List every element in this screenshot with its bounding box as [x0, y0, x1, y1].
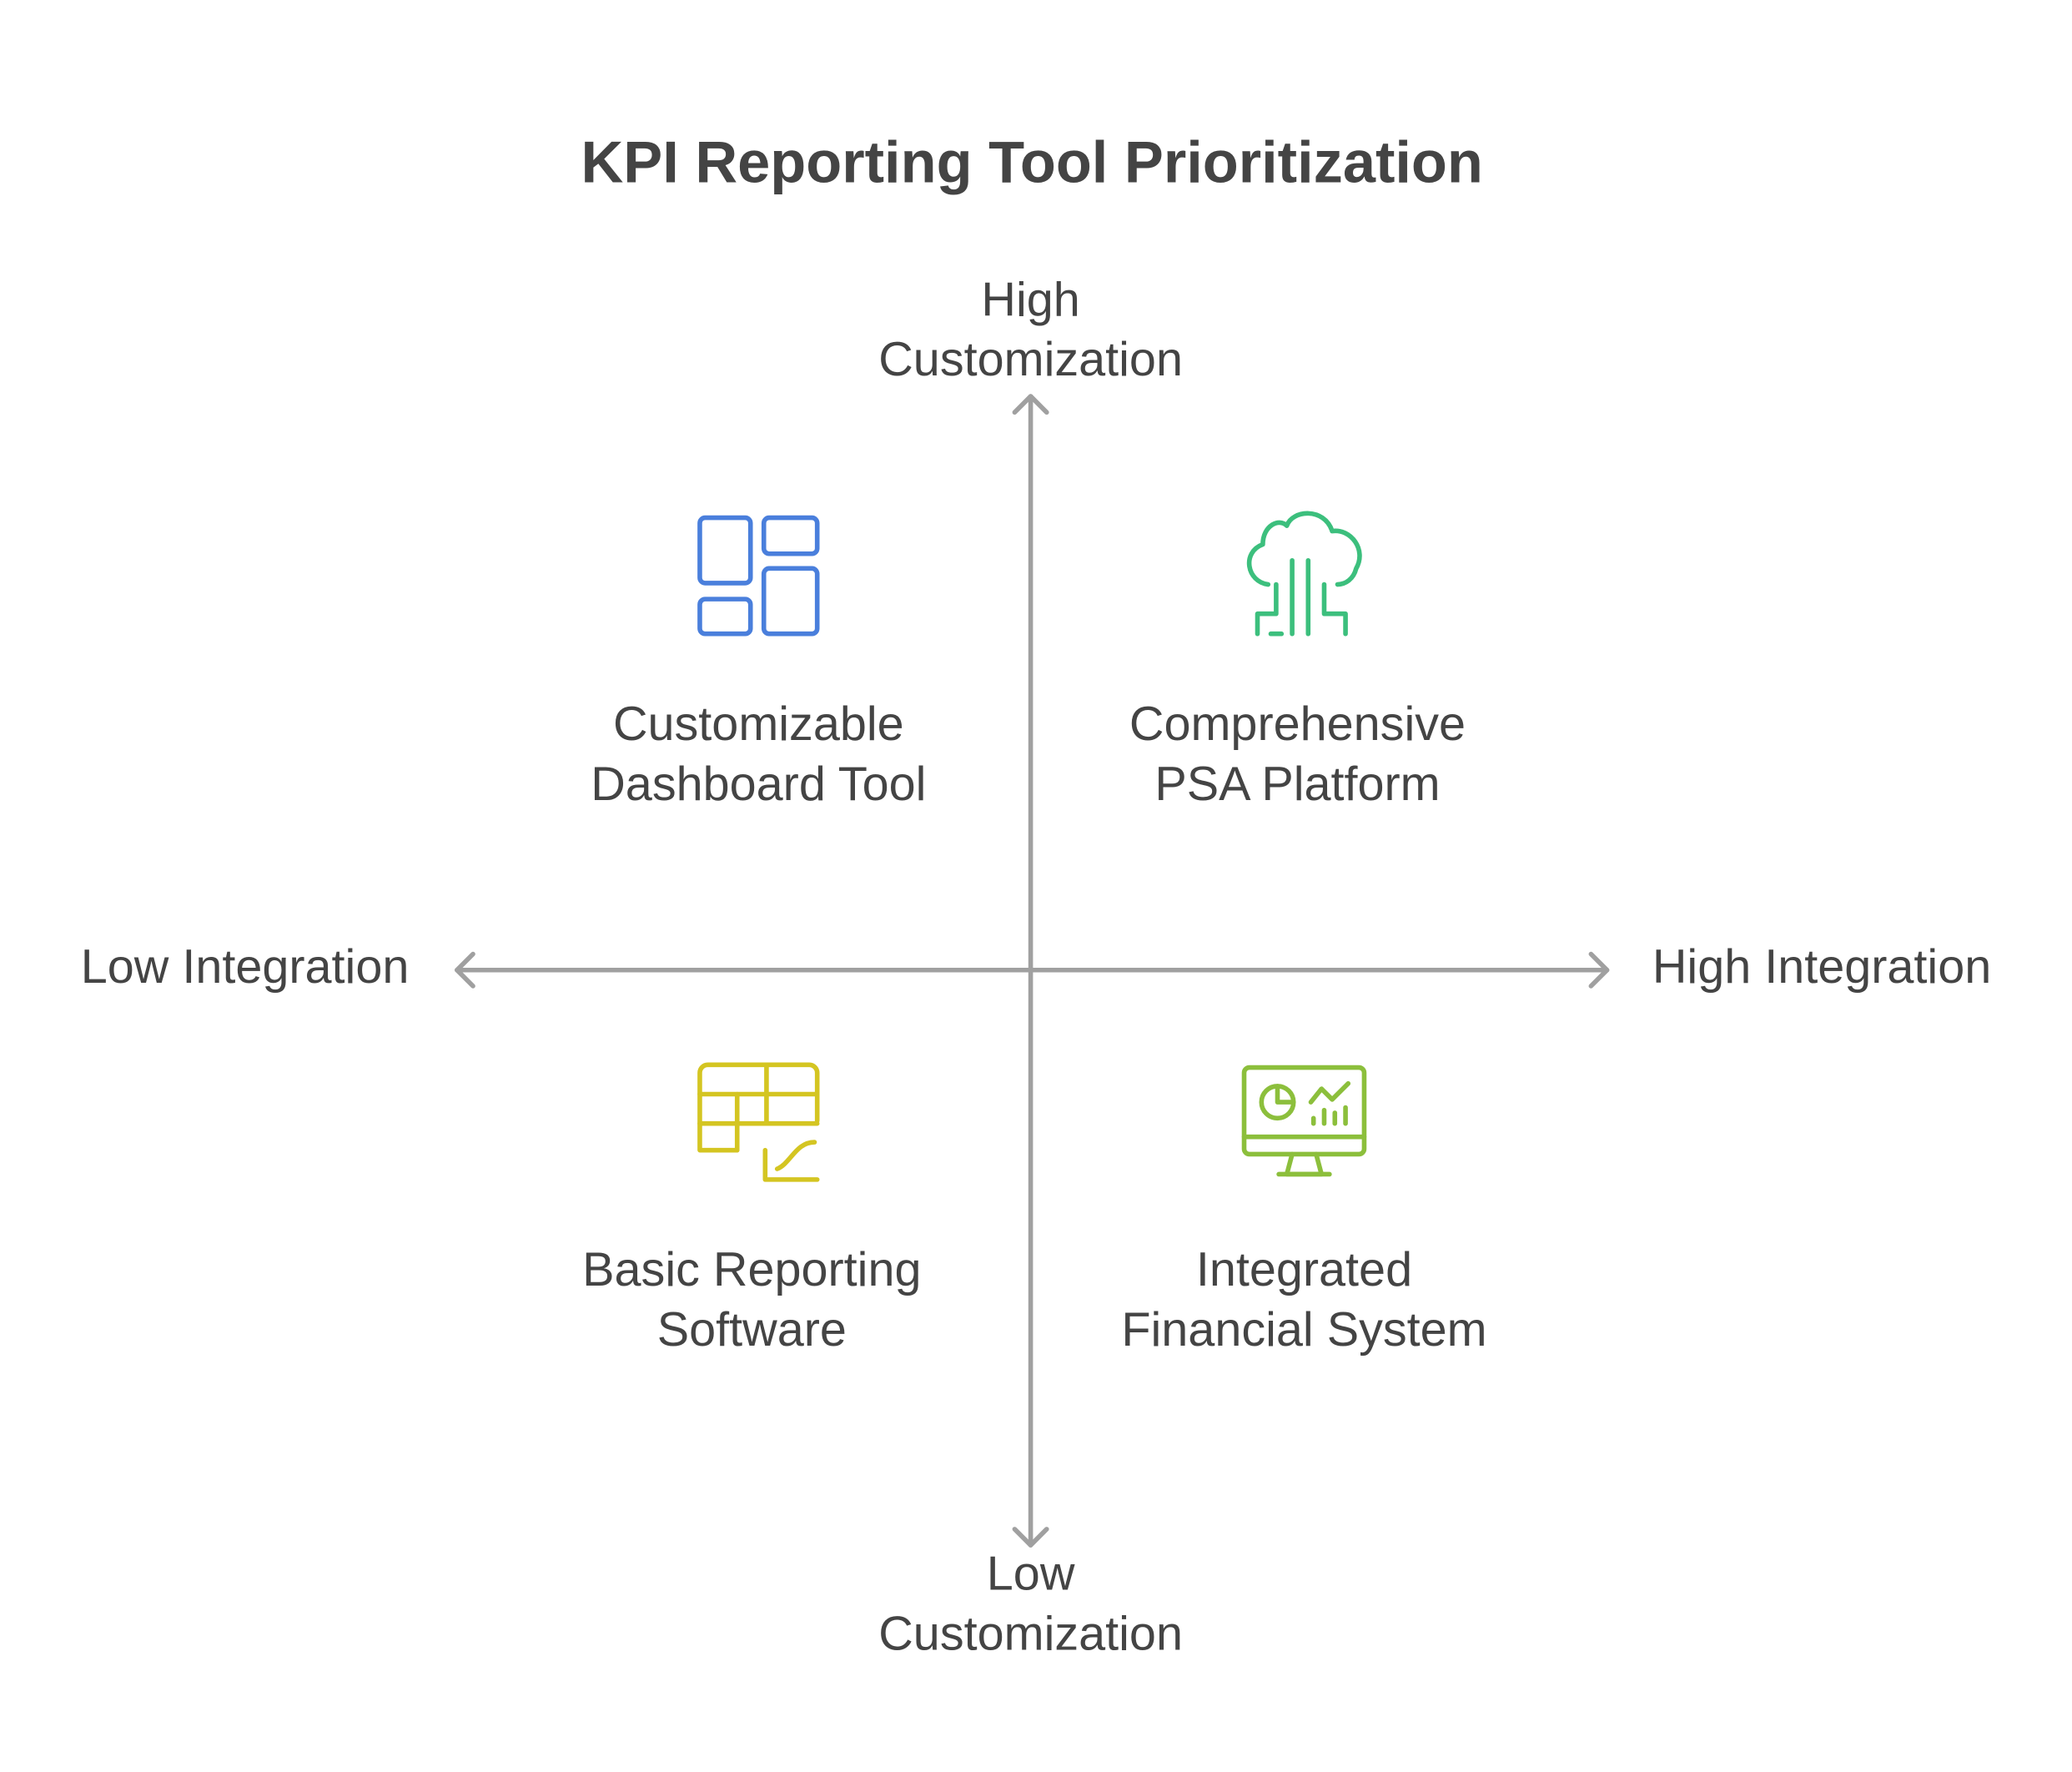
arrow-left — [455, 951, 475, 989]
cloud-icon — [1246, 511, 1362, 637]
axis-label-left: Low Integration — [81, 940, 410, 994]
arrow-down — [1012, 1527, 1049, 1548]
quadrant-label: Customizable — [613, 697, 904, 751]
axis-label-bottom: Low — [987, 1548, 1075, 1601]
axis-label-top: Customization — [878, 333, 1183, 386]
dashboard-icon — [697, 515, 820, 637]
quadrant-label: Financial System — [1121, 1303, 1486, 1357]
axes — [455, 394, 1610, 1548]
arrow-right — [1588, 951, 1610, 989]
quadrant-label: PSA Platform — [1154, 758, 1440, 811]
axis-label-right: High Integration — [1652, 940, 1991, 994]
axis-label-bottom: Customization — [878, 1608, 1183, 1661]
quadrant-label: Integrated — [1196, 1243, 1412, 1296]
quadrant-label: Dashboard Tool — [591, 758, 926, 811]
arrow-up — [1012, 394, 1049, 415]
quadrant-label: Software — [657, 1303, 847, 1357]
monitor-icon — [1241, 1065, 1367, 1177]
table-chart-icon — [697, 1062, 820, 1182]
quadrant-label: Basic Reporting — [582, 1243, 921, 1296]
title: KPI Reporting Tool Prioritization — [581, 129, 1482, 195]
axis-label-top: High — [981, 273, 1079, 326]
quadrant-label: Comprehensive — [1129, 697, 1466, 751]
